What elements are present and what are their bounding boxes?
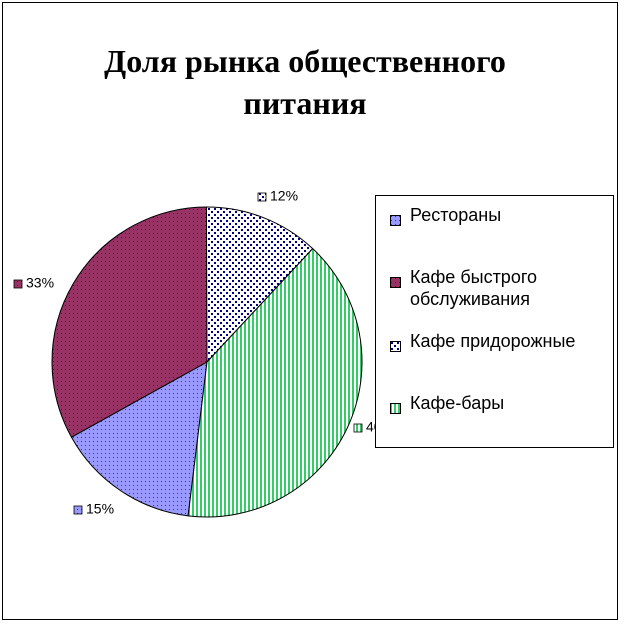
legend-label: Кафе придорожные	[410, 331, 576, 351]
legend-label: Кафе-бары	[410, 393, 505, 413]
label-key	[73, 505, 83, 515]
legend-item: Кафе быстрого обслуживания	[390, 266, 610, 310]
data-label: 15%	[86, 501, 114, 517]
pie-slice	[187, 247, 363, 518]
label-key	[353, 423, 363, 433]
pie-slice	[70, 361, 208, 517]
legend-key	[390, 397, 401, 414]
pie-slice	[205, 206, 314, 364]
legend-key	[390, 209, 401, 226]
legend: Рестораны Кафе быстрого обслуживания Кафе …	[375, 195, 614, 448]
legend-label: Кафе быстрого обслуживания	[410, 267, 538, 309]
data-label: 33%	[26, 275, 54, 291]
legend-key	[390, 335, 401, 352]
pie-slice	[51, 206, 208, 438]
legend-item: Кафе-бары	[390, 392, 610, 414]
legend-item: Рестораны	[390, 204, 610, 226]
chart-title: Доля рынка общественного питания	[104, 43, 506, 121]
chart-frame	[2, 2, 618, 620]
legend-label: Рестораны	[410, 205, 502, 225]
label-key	[257, 192, 267, 202]
legend-key	[390, 271, 401, 288]
data-label: 12%	[270, 188, 298, 204]
legend-item: Кафе придорожные	[390, 330, 610, 352]
label-key	[13, 279, 23, 289]
